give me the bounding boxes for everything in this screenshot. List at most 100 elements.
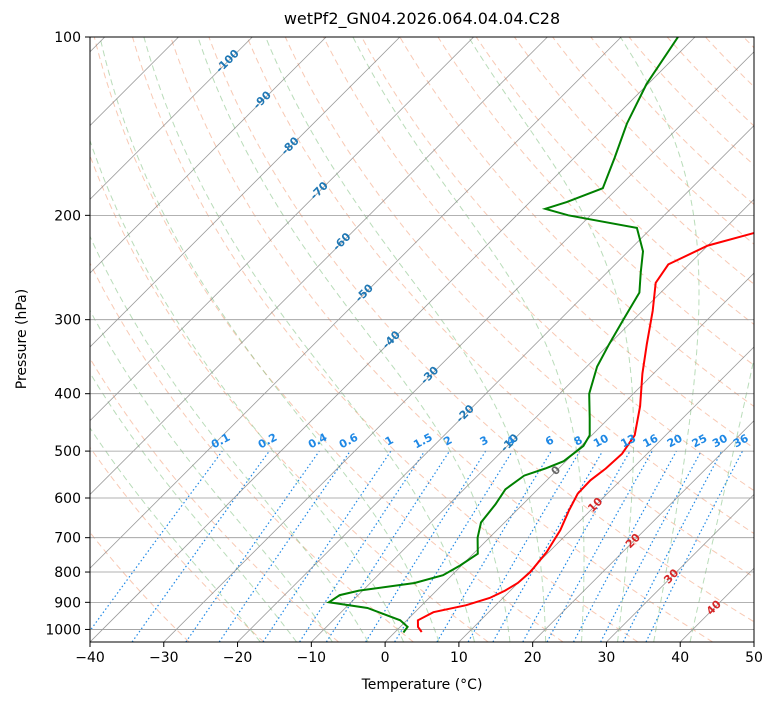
dry-adiabat-line (90, 357, 339, 642)
x-tick-label: −40 (75, 650, 105, 666)
isotherm-line (679, 567, 754, 642)
x-tick-label: 10 (450, 650, 468, 666)
y-tick-label: 300 (54, 313, 81, 329)
isotherm-line (90, 37, 474, 422)
dry-adiabat-line (513, 37, 754, 285)
mixing-ratio-line (546, 450, 653, 642)
y-tick-label: 600 (54, 491, 81, 507)
isotherm-label: -40 (380, 328, 403, 351)
mixing-ratio-line (325, 450, 451, 642)
x-tick-label: −10 (297, 650, 327, 666)
dry-adiabat-line (399, 37, 754, 408)
isotherm-line (458, 346, 754, 642)
isotherm-label: -80 (279, 134, 302, 157)
mixing-ratio-label: 0.6 (337, 431, 361, 452)
moist-adiabat-line (197, 37, 511, 642)
y-tick-label: 400 (54, 387, 81, 403)
dry-adiabat-line (93, 37, 564, 642)
moist-adiabat-line (689, 356, 754, 642)
mixing-ratio-label: 0.4 (306, 431, 330, 452)
mixing-ratio-line (572, 450, 677, 642)
isotherm-line (90, 37, 622, 569)
dry-adiabat-line (705, 37, 754, 88)
dry-adiabat-line (132, 37, 639, 642)
x-tick-label: 0 (381, 650, 390, 666)
y-tick-label: 800 (54, 565, 81, 581)
dry-adiabat-line (590, 37, 754, 206)
dry-adiabat-line (90, 446, 265, 642)
moist-adiabat-line (468, 37, 635, 642)
y-tick-label: 500 (54, 444, 81, 460)
isotherm-line (532, 420, 754, 642)
mixing-ratio-label: 6 (543, 433, 556, 448)
moist-adiabat-line (143, 37, 475, 642)
mixing-ratio-label: 0.1 (209, 431, 232, 452)
mixing-ratio-label: 2 (441, 433, 454, 448)
mixing-ratio-label: 10 (591, 432, 611, 451)
moist-adiabat-line (352, 37, 585, 642)
isotherm-label: -70 (308, 179, 331, 202)
moist-adiabat-line (90, 139, 405, 642)
chart-title: wetPf2_GN04.2026.064.04.04.C28 (283, 9, 561, 28)
isotherm-label: -100 (213, 47, 242, 76)
isotherm-label: -90 (251, 88, 274, 111)
mixing-ratio-line (218, 450, 351, 642)
isotherm-line (163, 51, 754, 642)
dry-adiabat-line (628, 37, 754, 166)
dry-adiabat-line (170, 37, 713, 642)
mixing-ratio-label: 1 (383, 433, 396, 448)
mixing-ratio-label: 20 (665, 432, 685, 451)
mixing-ratio-line (299, 450, 426, 642)
mixing-ratio-line (394, 450, 513, 642)
isotherm-line (90, 37, 548, 496)
isotherm-line (311, 198, 754, 642)
isotherm-label: -50 (353, 281, 376, 304)
dry-adiabat-line (552, 37, 754, 245)
dry-adiabat-line (246, 37, 754, 578)
mixing-ratio-label: 3 (478, 433, 491, 448)
isotherm-line (384, 272, 754, 642)
isotherm-line (0, 37, 31, 642)
dry-adiabat-line (743, 37, 754, 49)
mixing-ratio-line (262, 450, 392, 642)
isotherm-line (90, 37, 106, 53)
isotherm-label: 30 (661, 566, 681, 586)
isotherm-line (90, 37, 327, 274)
x-tick-label: −20 (223, 650, 253, 666)
dry-adiabat-line (284, 37, 754, 535)
moist-adiabat-line (90, 371, 297, 642)
y-tick-label: 900 (54, 595, 81, 611)
dry-adiabat-line (90, 154, 489, 642)
moist-adiabat-line (265, 37, 547, 642)
isotherm-line (237, 124, 754, 642)
x-tick-label: 40 (671, 650, 689, 666)
isotherm-label: -30 (418, 364, 441, 387)
mixing-ratio-line (600, 450, 702, 642)
moist-adiabat-line (90, 309, 333, 642)
mixing-ratio-line (645, 450, 744, 642)
dry-adiabat-line (666, 37, 754, 127)
moist-adiabat-line (90, 427, 261, 642)
mixing-ratio-line (131, 450, 270, 642)
mixing-ratio-label: 25 (690, 432, 710, 451)
dry-adiabat-line (437, 37, 754, 366)
y-tick-label: 1000 (45, 622, 81, 638)
mixing-ratio-line (522, 450, 631, 642)
mixing-ratio-line (185, 450, 320, 642)
isotherm-line (90, 37, 179, 127)
isotherm-line (753, 641, 754, 642)
chart-annotations: -100-90-80-70-60-50-40-30-20-10010203040… (209, 47, 751, 618)
dry-adiabat-line (90, 262, 414, 642)
plot-frame (89, 36, 755, 643)
mixing-ratio-label: 36 (731, 432, 751, 451)
mixing-ratio-label: 16 (641, 432, 661, 451)
isotherm-line (90, 37, 696, 642)
mixing-ratio-line (436, 450, 552, 642)
y-tick-label: 200 (54, 208, 81, 224)
x-tick-label: 20 (524, 650, 542, 666)
x-tick-label: 30 (598, 650, 616, 666)
moist-adiabat-line (90, 235, 369, 642)
isotherm-label: 20 (623, 531, 643, 551)
axes: −40 −30 −20 −10 0 10 20 30 40 50 1000 900 800 700 600 5… (45, 30, 763, 666)
